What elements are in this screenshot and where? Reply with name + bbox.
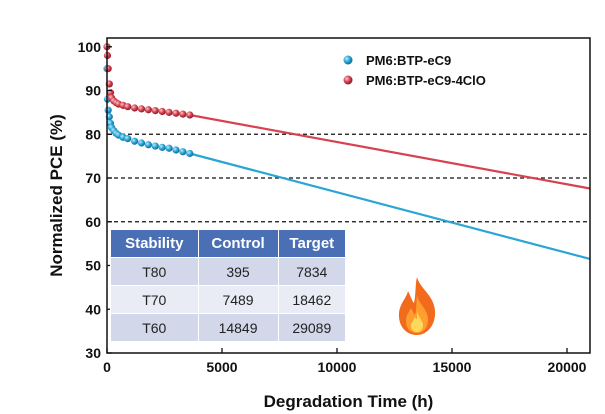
data-point [104, 106, 112, 114]
table-cell: T80 [110, 257, 199, 286]
x-tick-label: 5000 [206, 359, 237, 375]
plot-frame [106, 37, 591, 354]
table-cell: T60 [110, 313, 199, 342]
x-tick-label: 10000 [318, 359, 357, 375]
table-cell: 7834 [277, 257, 347, 286]
data-point [186, 111, 194, 119]
table-cell: 7489 [197, 285, 279, 314]
y-tick-label: 90 [85, 83, 101, 99]
table-header-control: Control [197, 229, 279, 258]
stability-table: Stability Control Target T80 395 7834 T7… [110, 229, 347, 342]
x-tick-label: 0 [103, 359, 111, 375]
table-cell: T70 [110, 285, 199, 314]
y-tick-label: 70 [85, 170, 101, 186]
data-point [165, 144, 173, 152]
fit-line [189, 113, 591, 190]
data-point [104, 65, 112, 73]
legend-marker [343, 75, 353, 85]
x-axis-title: Degradation Time (h) [264, 392, 434, 411]
y-tick-label: 100 [78, 39, 102, 55]
y-tick-label: 40 [85, 301, 101, 317]
data-point [158, 107, 166, 116]
data-point [158, 143, 166, 151]
table-row: T60 14849 29089 [110, 313, 347, 342]
data-point [124, 103, 132, 111]
data-point [124, 135, 132, 143]
data-point [179, 148, 187, 156]
data-point [165, 108, 173, 116]
x-tick-label: 15000 [433, 359, 472, 375]
y-tick-label: 60 [85, 214, 101, 230]
data-point [151, 142, 159, 150]
fire-icon [398, 277, 436, 335]
y-tick-label: 50 [85, 258, 101, 274]
fit-line [189, 152, 591, 261]
data-point [172, 146, 180, 154]
fit-lines [189, 113, 591, 261]
table-cell: 29089 [277, 313, 347, 342]
data-point [131, 137, 139, 145]
table-row: T80 395 7834 [110, 257, 347, 286]
data-points [103, 43, 194, 158]
table-cell: 14849 [197, 313, 279, 342]
data-point [144, 106, 152, 114]
table-cell: 18462 [277, 285, 347, 314]
legend-marker [343, 55, 353, 65]
data-point [137, 105, 146, 113]
data-point [131, 104, 139, 112]
data-point [172, 109, 180, 117]
legend-label: PM6:BTP-eC9-4ClO [366, 73, 486, 88]
axis-ticks: 0 5000 10000 15000 20000 30 40 50 60 70 80 90 100 [78, 39, 587, 375]
legend-label: PM6:BTP-eC9 [366, 53, 451, 68]
y-tick-label: 30 [85, 345, 101, 361]
table-row: T70 7489 18462 [110, 285, 347, 314]
reference-lines [107, 133, 590, 223]
y-axis-title: Normalized PCE (%) [47, 114, 66, 276]
table-cell: 395 [197, 257, 279, 286]
data-point [144, 141, 152, 149]
table-header-target: Target [277, 229, 347, 258]
x-tick-label: 20000 [548, 359, 587, 375]
data-point [179, 110, 187, 118]
legend: PM6:BTP-eC9 PM6:BTP-eC9-4ClO [343, 53, 486, 88]
data-point [137, 139, 146, 147]
table-header-stability: Stability [110, 229, 199, 258]
data-point [151, 107, 159, 115]
y-tick-label: 80 [85, 126, 101, 142]
data-point [186, 149, 194, 158]
